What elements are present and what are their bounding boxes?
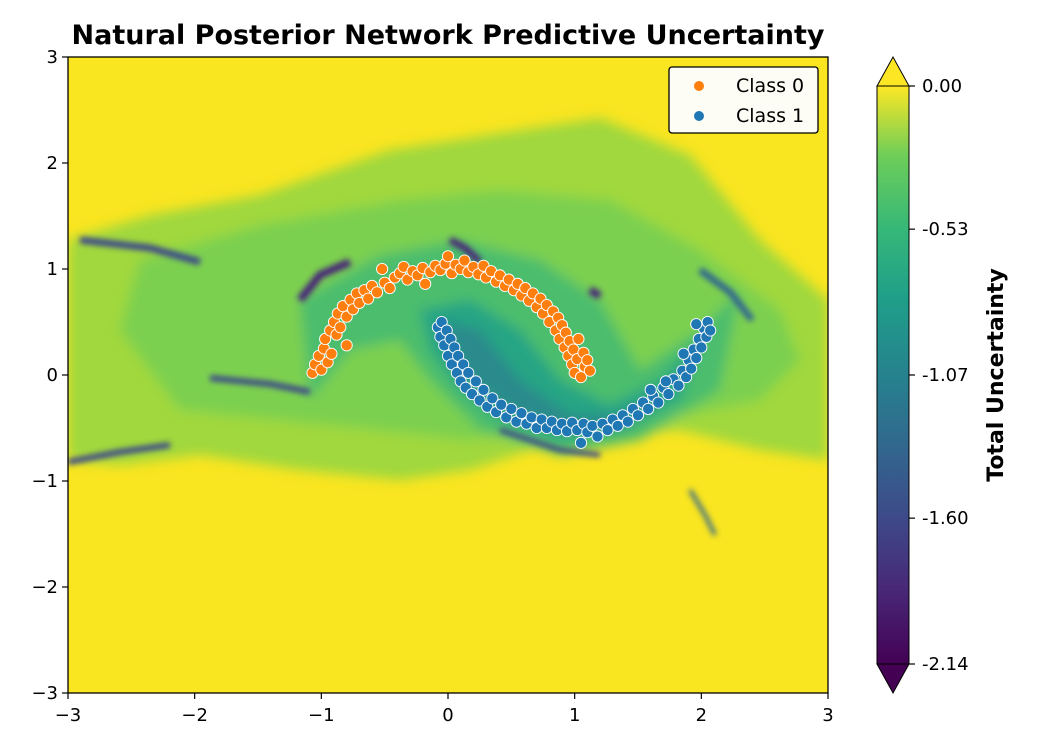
x-tick-label: 0 xyxy=(442,705,453,726)
colorbar-tick-label: -1.07 xyxy=(922,365,969,386)
class-1-point xyxy=(586,419,599,432)
y-tick-label: 0 xyxy=(47,365,58,386)
y-axis: −3 −2 −1 0 1 2 3 xyxy=(31,47,68,704)
legend-marker-class-1 xyxy=(694,111,704,121)
colorbar-tick-label: -0.53 xyxy=(922,219,969,240)
class-0-point xyxy=(362,292,375,305)
scatter-points xyxy=(306,250,717,449)
class-0-point xyxy=(419,277,432,290)
y-tick-label: −3 xyxy=(31,683,58,704)
legend-label-class-1: Class 1 xyxy=(736,105,804,127)
class-1-point xyxy=(621,415,634,428)
class-0-point xyxy=(334,321,347,334)
class-1-point xyxy=(486,392,499,405)
y-tick-label: −2 xyxy=(31,577,58,598)
colorbar-ticks: 0.00 -0.53 -1.07 -1.60 -2.14 xyxy=(909,76,969,675)
legend-label-class-0: Class 0 xyxy=(736,75,804,97)
class-0-point xyxy=(581,354,594,367)
class-1-point xyxy=(591,430,604,443)
y-tick-label: 1 xyxy=(47,259,58,280)
class-1-point xyxy=(659,375,672,388)
x-tick-label: 3 xyxy=(822,705,833,726)
colorbar-label: Total Uncertainty xyxy=(984,268,1009,482)
class-1-point xyxy=(662,388,675,401)
legend-marker-class-0 xyxy=(694,81,704,91)
class-1-point xyxy=(525,411,538,424)
class-1-point xyxy=(685,362,698,375)
y-tick-label: 2 xyxy=(47,153,58,174)
class-1-point xyxy=(690,318,703,331)
class-1-point xyxy=(515,407,528,420)
class-1-point xyxy=(505,402,518,415)
class-0-point xyxy=(325,347,338,360)
class-1-point xyxy=(642,402,655,415)
x-tick-label: 2 xyxy=(696,705,707,726)
class-1-point xyxy=(690,351,703,365)
y-tick-label: −1 xyxy=(31,471,58,492)
class-0-point xyxy=(383,282,396,295)
class-0-point xyxy=(441,250,455,263)
class-1-point xyxy=(672,379,685,392)
class-0-point xyxy=(574,371,588,384)
class-1-point xyxy=(704,324,717,337)
colorbar-tick-label: -2.14 xyxy=(922,654,969,675)
class-0-point xyxy=(583,364,596,377)
class-1-point xyxy=(477,383,490,396)
class-0-point xyxy=(376,262,389,276)
class-0-point xyxy=(371,286,384,299)
class-1-point xyxy=(611,419,624,432)
class-0-point xyxy=(572,332,585,346)
class-0-point xyxy=(340,339,353,352)
class-1-point xyxy=(495,398,508,411)
x-tick-label: 1 xyxy=(569,705,580,726)
class-1-point xyxy=(601,424,614,437)
class-1-point xyxy=(652,396,665,409)
class-1-point xyxy=(695,341,708,354)
colorbar-tick-label: -1.60 xyxy=(922,508,969,529)
legend: Class 0 Class 1 xyxy=(668,66,819,134)
colorbar-gradient xyxy=(876,85,910,665)
x-tick-label: −3 xyxy=(55,705,82,726)
colorbar-tick-label: 0.00 xyxy=(922,76,962,97)
x-axis: −3 −2 −1 0 1 2 3 xyxy=(55,693,834,726)
legend-box xyxy=(668,66,819,134)
class-1-point xyxy=(677,347,690,360)
class-1-point xyxy=(631,409,645,422)
colorbar-extend-bottom xyxy=(876,663,910,695)
class-1-point xyxy=(574,436,588,449)
chart-title: Natural Posterior Network Predictive Unc… xyxy=(72,20,825,51)
class-0-point xyxy=(458,254,471,267)
class-1-point xyxy=(462,366,475,379)
x-tick-label: −1 xyxy=(308,705,335,726)
class-1-point xyxy=(469,375,482,388)
class-1-point xyxy=(644,383,657,396)
y-tick-label: 3 xyxy=(47,47,58,68)
colorbar-extend-top xyxy=(876,55,910,87)
colorbar: 0.00 -0.53 -1.07 -1.60 -2.14 Total Uncertain… xyxy=(876,55,1009,695)
x-tick-label: −2 xyxy=(181,705,208,726)
uncertainty-field xyxy=(68,57,828,693)
